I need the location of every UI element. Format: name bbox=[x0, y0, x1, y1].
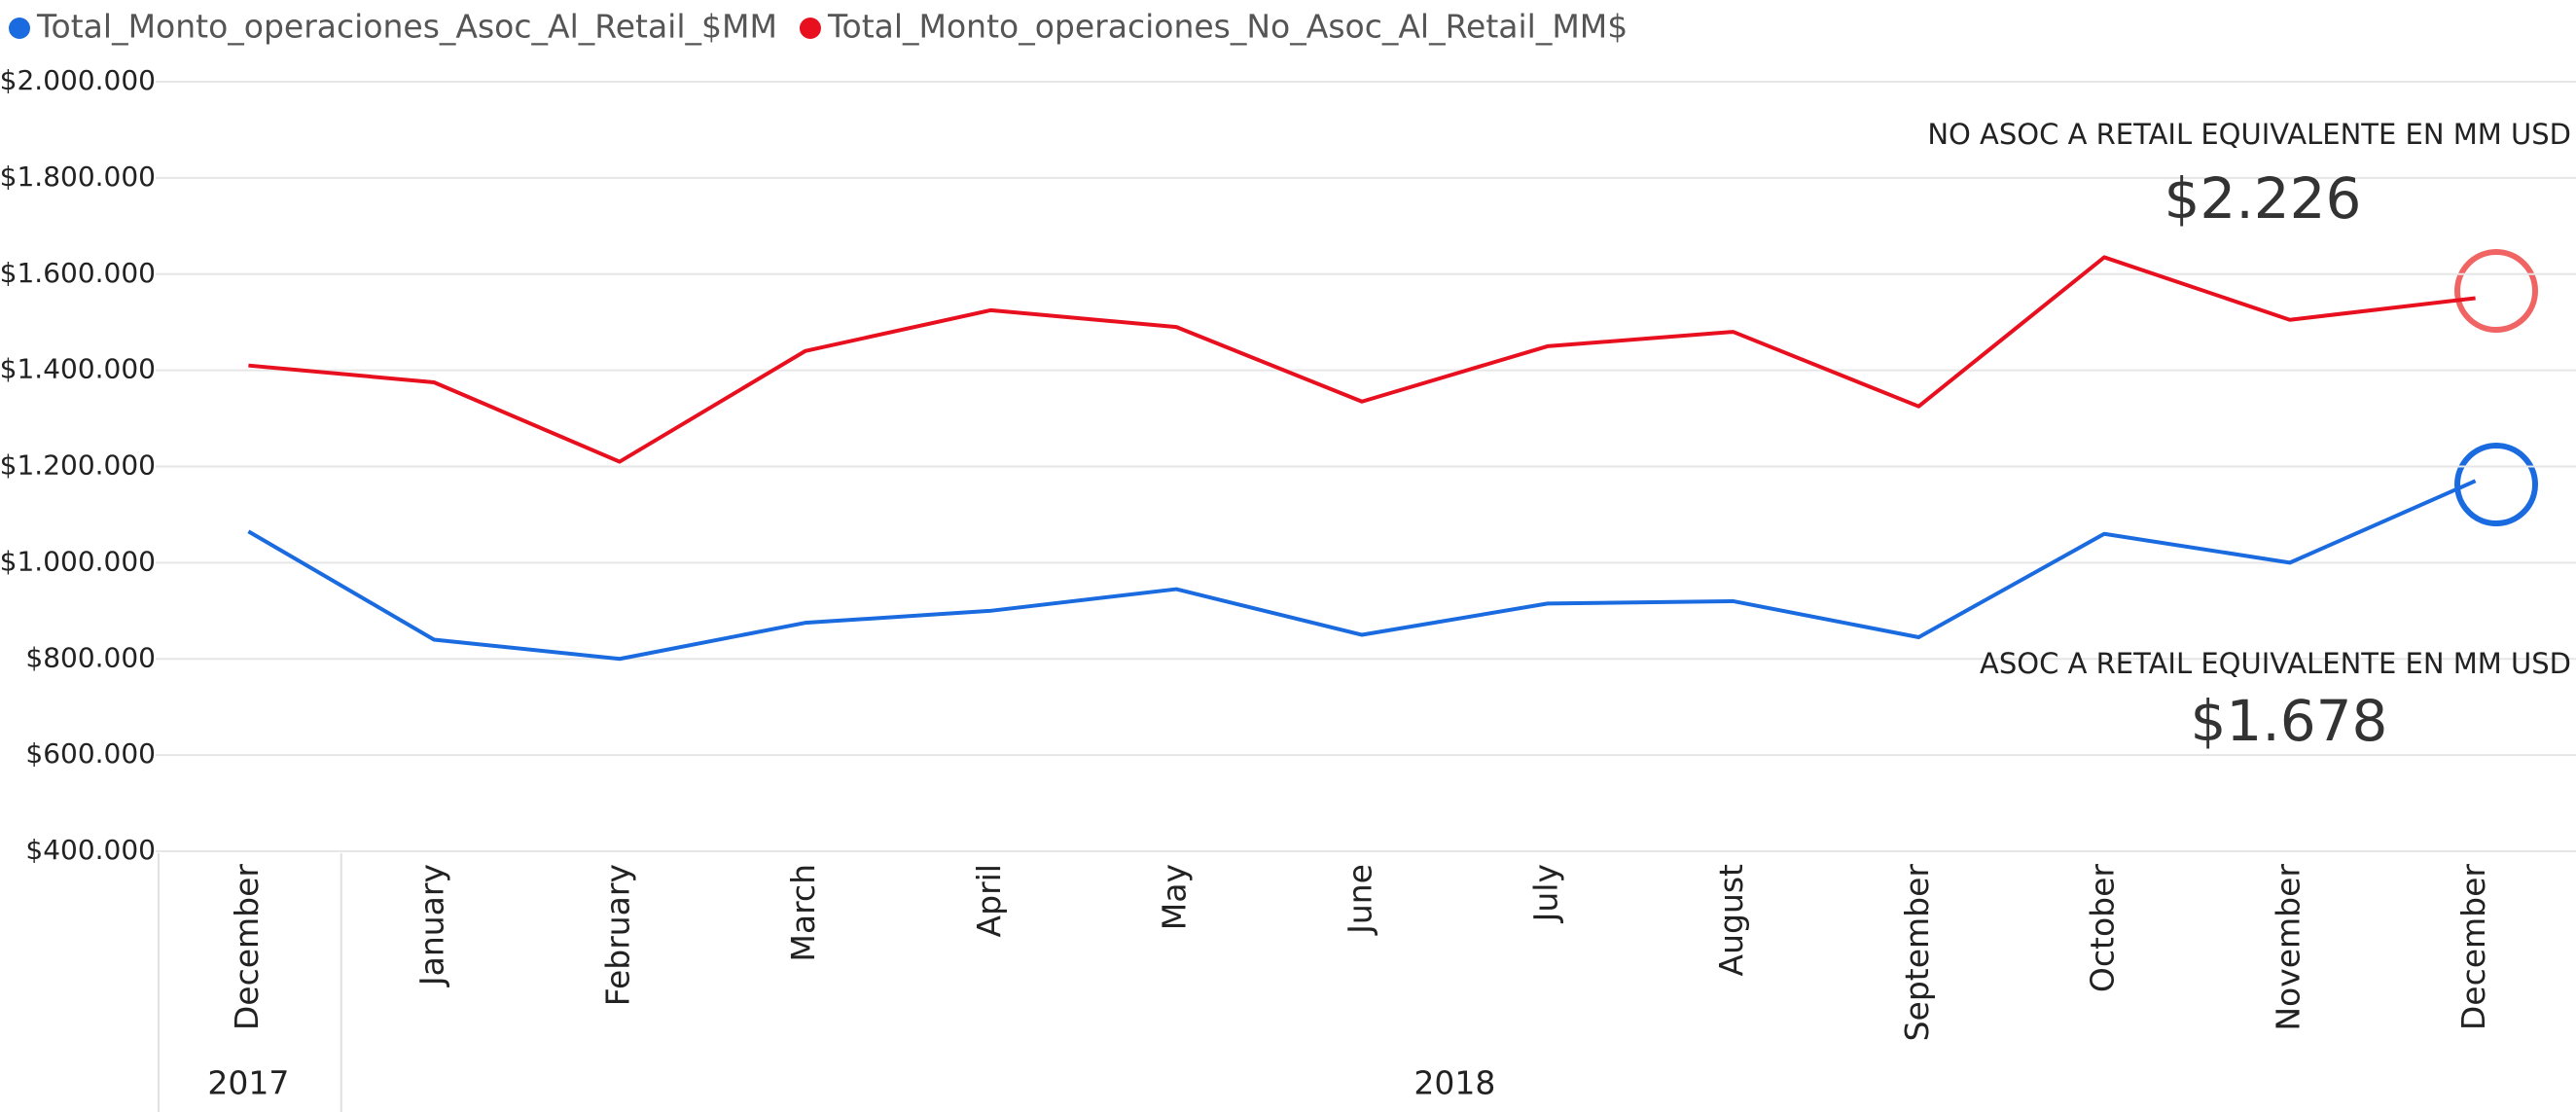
year-label: 2018 bbox=[1413, 1064, 1495, 1102]
highlight-circle bbox=[2454, 249, 2538, 333]
x-tick-label: November bbox=[2269, 864, 2307, 1031]
series-line bbox=[248, 255, 2476, 464]
x-tick-label: December bbox=[228, 864, 266, 1031]
y-tick-label: $1.800.000 bbox=[0, 161, 156, 193]
annotation-title: ASOC A RETAIL EQUIVALENTE EN MM USD bbox=[1980, 647, 2571, 680]
x-tick-label: August bbox=[1712, 864, 1750, 977]
x-tick-label: September bbox=[1898, 864, 1936, 1042]
annotation-value: $1.678 bbox=[2191, 688, 2388, 754]
x-tick-label: January bbox=[413, 864, 451, 987]
annotation-title: NO ASOC A RETAIL EQUIVALENTE EN MM USD bbox=[1927, 118, 2571, 151]
x-tick-label: December bbox=[2454, 864, 2492, 1031]
x-tick-label: October bbox=[2084, 864, 2122, 992]
legend-marker bbox=[799, 18, 821, 39]
year-label: 2017 bbox=[207, 1064, 289, 1102]
y-tick-label: $1.400.000 bbox=[0, 353, 156, 385]
y-tick-label: $1.200.000 bbox=[0, 449, 156, 482]
y-tick-label: $2.000.000 bbox=[0, 64, 156, 96]
y-tick-label: $1.600.000 bbox=[0, 257, 156, 289]
x-tick-label: April bbox=[970, 864, 1008, 937]
y-tick-label: $800.000 bbox=[25, 641, 156, 673]
legend-label: Total_Monto_operaciones_Asoc_Al_Retail_$… bbox=[36, 8, 777, 46]
x-tick-label: February bbox=[598, 864, 636, 1006]
y-tick-label: $600.000 bbox=[25, 737, 156, 770]
legend-label: Total_Monto_operaciones_No_Asoc_Al_Retai… bbox=[827, 8, 1628, 46]
annotation-value: $2.226 bbox=[2165, 165, 2362, 232]
x-tick-label: July bbox=[1526, 864, 1564, 923]
series-line bbox=[247, 479, 2477, 662]
y-tick-label: $400.000 bbox=[25, 834, 156, 866]
y-tick-label: $1.000.000 bbox=[0, 545, 156, 577]
legend-marker bbox=[9, 18, 30, 39]
x-tick-label: May bbox=[1156, 864, 1194, 930]
highlight-circle bbox=[2454, 443, 2538, 526]
x-tick-label: March bbox=[784, 864, 822, 962]
x-tick-label: June bbox=[1342, 864, 1379, 936]
